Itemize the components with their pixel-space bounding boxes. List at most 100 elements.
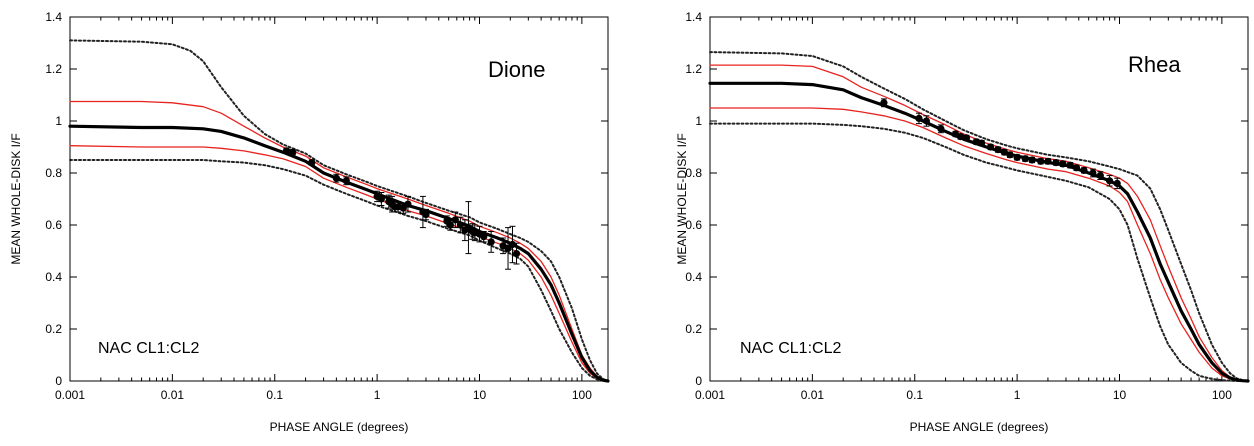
rhea-data-points xyxy=(880,98,1121,190)
rhea-y-tick-label: 1.2 xyxy=(685,62,702,76)
rhea-data-point xyxy=(1006,151,1014,159)
rhea-name-label: Rhea xyxy=(1128,52,1181,77)
rhea-x-tick-label: 1 xyxy=(1014,388,1021,402)
rhea-data-point xyxy=(1105,175,1114,187)
dione-y-axis-label: MEAN WHOLE-DISK I/F xyxy=(9,133,23,264)
rhea-y-tick-label: 0 xyxy=(695,374,702,388)
rhea-x-tick-label: 0.1 xyxy=(906,388,923,402)
dione-data-point xyxy=(461,219,469,242)
rhea-data-point xyxy=(1072,164,1081,172)
dione-x-axis-label: PHASE ANGLE (degrees) xyxy=(270,420,409,434)
rhea-x-tick-label: 100 xyxy=(1212,388,1232,402)
dione-y-tick-label: 1.2 xyxy=(45,62,62,76)
rhea-data-point xyxy=(1013,153,1021,161)
rhea-x-axis-label: PHASE ANGLE (degrees) xyxy=(910,420,1049,434)
rhea-y-tick-label: 0.4 xyxy=(685,270,702,284)
dione-data-point xyxy=(451,211,459,229)
rhea-filter-label: NAC CL1:CL2 xyxy=(740,340,841,357)
rhea-curve-bold-black xyxy=(708,81,1250,383)
rhea-x-tick-labels: 0.001 0.01 0.1 1 10 100 xyxy=(695,388,1232,402)
dione-data-point xyxy=(456,216,464,234)
dione-y-tick-label: 0 xyxy=(55,374,62,388)
dione-x-tick-label: 100 xyxy=(572,388,592,402)
dione-y-tick-labels: 0 0.2 0.4 0.6 0.8 1 1.2 1.4 xyxy=(45,10,62,388)
dione-model-curves xyxy=(68,39,610,383)
dione-x-tick-label: 0.1 xyxy=(266,388,283,402)
rhea-axis-ticks xyxy=(709,16,1248,382)
rhea-plot-frame xyxy=(709,16,1249,382)
rhea-data-point xyxy=(1044,157,1052,165)
rhea-data-point xyxy=(915,112,923,125)
rhea-y-tick-label: 1.4 xyxy=(685,10,702,24)
rhea-data-point xyxy=(1052,159,1060,167)
rhea-data-point xyxy=(1059,160,1067,168)
dione-data-point xyxy=(508,225,517,264)
dione-panel: 0.001 0.01 0.1 1 10 100 00.20.40.60.811.21.4 … xyxy=(9,10,610,434)
rhea-data-point xyxy=(1080,166,1088,174)
dione-data-point xyxy=(377,192,385,206)
rhea-data-point xyxy=(978,139,986,147)
dione-y-tick-label: 0.6 xyxy=(45,218,62,232)
dione-x-tick-label: 1 xyxy=(374,388,381,402)
dione-y-tick-label: 0.4 xyxy=(45,270,62,284)
dione-curve-dotted-lower xyxy=(69,159,609,382)
rhea-x-tick-label: 0.001 xyxy=(695,388,725,402)
rhea-data-point xyxy=(1021,155,1029,163)
rhea-curve-dotted-upper xyxy=(709,51,1249,382)
rhea-y-tick-label: 0.2 xyxy=(685,322,702,336)
rhea-data-point xyxy=(986,143,995,151)
dione-x-tick-label: 0.01 xyxy=(161,388,185,402)
rhea-curve-red-lower xyxy=(709,107,1249,382)
rhea-x-tick-label: 10 xyxy=(1113,388,1127,402)
dione-data-point xyxy=(308,159,316,167)
rhea-data-point xyxy=(1089,168,1097,178)
dione-data-point xyxy=(480,231,488,243)
dione-data-point xyxy=(332,173,340,183)
rhea-data-point xyxy=(1066,161,1074,169)
rhea-y-tick-label: 0.8 xyxy=(685,166,702,180)
dione-filter-label: NAC CL1:CL2 xyxy=(98,340,199,357)
dione-data-point xyxy=(282,147,291,155)
dione-data-point xyxy=(404,195,412,213)
rhea-data-point xyxy=(962,134,971,142)
dione-x-tick-label: 0.001 xyxy=(55,388,85,402)
rhea-data-point xyxy=(956,133,965,141)
rhea-y-tick-label: 1 xyxy=(695,114,702,128)
rhea-data-point xyxy=(937,124,945,134)
dione-y-tick-label: 0.2 xyxy=(45,322,62,336)
rhea-y-tick-label: 0.6 xyxy=(685,218,702,232)
rhea-curve-dotted-lower xyxy=(709,122,1249,382)
rhea-data-point xyxy=(922,115,931,127)
dione-curve-red-upper xyxy=(69,100,609,382)
rhea-curve-red-upper xyxy=(709,64,1249,382)
rhea-data-point xyxy=(1028,156,1036,164)
dione-data-point xyxy=(373,190,381,203)
rhea-data-point xyxy=(994,146,1002,154)
rhea-x-tick-label: 0.01 xyxy=(801,388,825,402)
dione-data-point xyxy=(289,148,297,156)
dione-data-point xyxy=(512,242,521,265)
rhea-data-point xyxy=(1037,157,1045,165)
rhea-y-tick-labels: 0 0.2 0.4 0.6 0.8 1 1.2 1.4 xyxy=(685,10,702,388)
rhea-panel: 0.001 0.01 0.1 1 10 100 00.20.40.60.811.21.4 … xyxy=(675,10,1250,434)
dione-data-point xyxy=(422,208,430,221)
rhea-model-curves xyxy=(708,51,1250,383)
dione-y-tick-label: 1.4 xyxy=(45,10,62,24)
dione-curve-dotted-upper xyxy=(69,39,609,382)
dione-data-point xyxy=(342,176,350,186)
rhea-data-point xyxy=(880,98,888,108)
dione-x-tick-labels: 0.001 0.01 0.1 1 10 100 xyxy=(55,388,592,402)
rhea-data-point xyxy=(1096,171,1104,180)
dione-y-tick-label: 0.8 xyxy=(45,166,62,180)
dione-y-tick-label: 1 xyxy=(55,114,62,128)
dione-data-points xyxy=(282,147,521,270)
rhea-y-axis-label: MEAN WHOLE-DISK I/F xyxy=(675,133,689,264)
dione-plot-frame xyxy=(69,16,609,382)
rhea-data-point xyxy=(1113,177,1121,190)
dione-data-point xyxy=(487,231,495,253)
dione-x-tick-label: 10 xyxy=(473,388,487,402)
dione-data-point xyxy=(464,201,473,255)
dione-name-label: Dione xyxy=(488,57,545,82)
